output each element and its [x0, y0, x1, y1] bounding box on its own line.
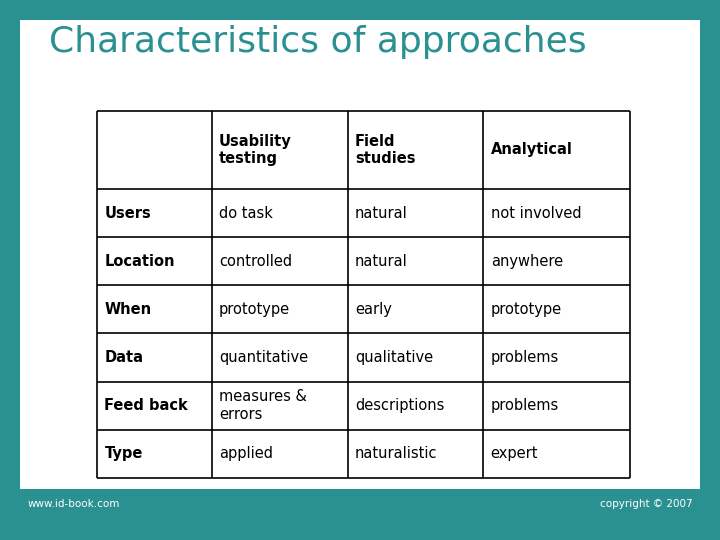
Text: problems: problems — [491, 398, 559, 413]
Text: expert: expert — [491, 447, 538, 461]
Text: Usability
testing: Usability testing — [219, 133, 292, 166]
Text: do task: do task — [219, 206, 273, 220]
Text: prototype: prototype — [491, 302, 562, 317]
Text: applied: applied — [219, 447, 273, 461]
Text: anywhere: anywhere — [491, 254, 563, 269]
Text: controlled: controlled — [219, 254, 292, 269]
Bar — [0, 520, 720, 540]
Text: Location: Location — [104, 254, 175, 269]
Text: qualitative: qualitative — [355, 350, 433, 365]
Text: www.id-book.com: www.id-book.com — [27, 500, 120, 509]
Text: descriptions: descriptions — [355, 398, 444, 413]
Text: measures &
errors: measures & errors — [219, 389, 307, 422]
Text: problems: problems — [491, 350, 559, 365]
Text: natural: natural — [355, 254, 408, 269]
Text: Type: Type — [104, 447, 143, 461]
Text: not involved: not involved — [491, 206, 581, 220]
Bar — [0, 0, 720, 20]
Text: Data: Data — [104, 350, 143, 365]
Text: Characteristics of approaches: Characteristics of approaches — [49, 25, 586, 59]
Text: naturalistic: naturalistic — [355, 447, 437, 461]
Bar — [20, 489, 700, 520]
Text: Feed back: Feed back — [104, 398, 188, 413]
Bar — [0, 0, 20, 540]
Text: Field
studies: Field studies — [355, 133, 415, 166]
Text: quantitative: quantitative — [219, 350, 308, 365]
Text: Users: Users — [104, 206, 151, 220]
Text: copyright © 2007: copyright © 2007 — [600, 500, 693, 509]
Text: natural: natural — [355, 206, 408, 220]
Text: prototype: prototype — [219, 302, 290, 317]
Bar — [700, 0, 720, 540]
Text: early: early — [355, 302, 392, 317]
Text: When: When — [104, 302, 151, 317]
Text: Analytical: Analytical — [491, 143, 572, 157]
